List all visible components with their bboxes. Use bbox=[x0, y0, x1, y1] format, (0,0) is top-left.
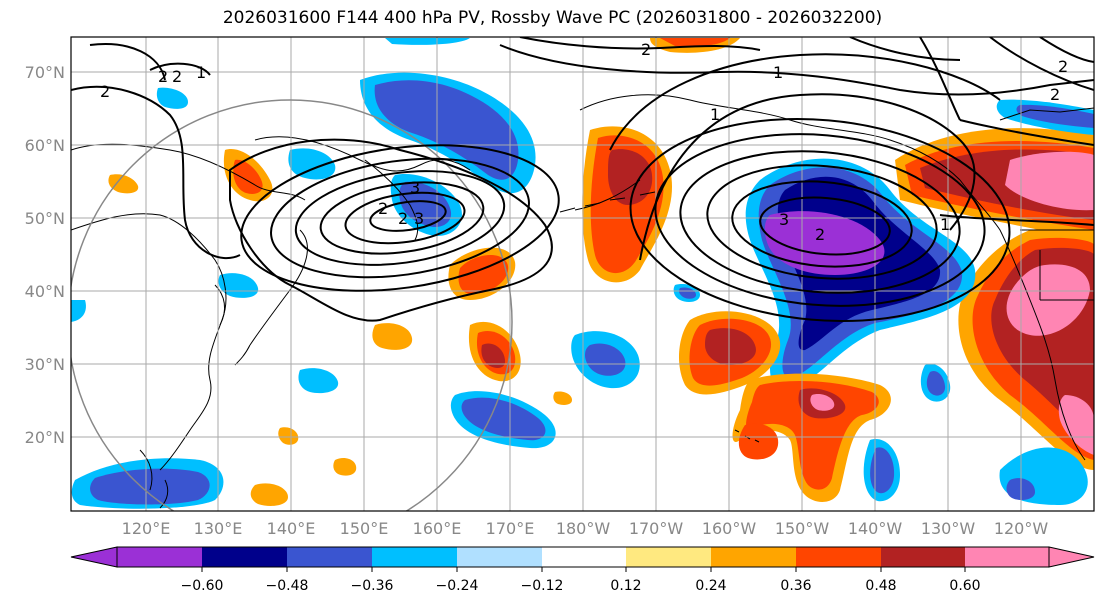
lat-label: 40°N bbox=[25, 282, 65, 301]
colorbar-segment bbox=[372, 547, 457, 567]
contour-label: 3 bbox=[410, 178, 420, 197]
contour-label: 2 bbox=[398, 209, 408, 228]
colorbar: −0.60 −0.48 −0.36 −0.24 −0.12 0.12 0.24 … bbox=[70, 546, 1095, 594]
colorbar-tick-label: −0.48 bbox=[266, 578, 309, 594]
gridlines bbox=[71, 37, 1094, 511]
lat-label: 70°N bbox=[25, 63, 65, 82]
colorbar-tick-label: 0.24 bbox=[695, 578, 726, 594]
pv-contours bbox=[71, 37, 1094, 322]
lon-label: 170°E bbox=[486, 519, 535, 538]
colorbar-segment bbox=[202, 547, 287, 567]
contour-label: 2 bbox=[815, 225, 825, 244]
contour-label: 1 bbox=[196, 63, 206, 82]
contour-label: 2 bbox=[378, 199, 388, 218]
map-title: 2026031600 F144 400 hPa PV, Rossby Wave … bbox=[222, 8, 883, 28]
lat-label: 20°N bbox=[25, 428, 65, 447]
lon-label: 120°E bbox=[122, 519, 171, 538]
lon-label: 130°E bbox=[194, 519, 243, 538]
lon-label: 120°W bbox=[994, 519, 1049, 538]
lon-label: 150°W bbox=[775, 519, 830, 538]
colorbar-segment bbox=[711, 547, 796, 567]
reference-circle bbox=[71, 99, 513, 511]
colorbar-tick-label: −0.12 bbox=[521, 578, 564, 594]
colorbar-segment bbox=[457, 547, 542, 567]
colorbar-tick-label: −0.24 bbox=[436, 578, 479, 594]
lon-label: 140°E bbox=[267, 519, 316, 538]
colorbar-tick-label: −0.36 bbox=[351, 578, 394, 594]
lon-label: 160°W bbox=[702, 519, 757, 538]
contour-label: 2 bbox=[158, 67, 168, 86]
colorbar-tick-label: 0.36 bbox=[780, 578, 811, 594]
contour-label: 1 bbox=[710, 105, 720, 124]
colorbar-segment bbox=[626, 547, 711, 567]
colorbar-segment bbox=[881, 547, 965, 567]
lon-label: 170°W bbox=[629, 519, 684, 538]
colorbar-tick-label: 0.48 bbox=[865, 578, 896, 594]
colorbar-tick-label: 0.60 bbox=[949, 578, 980, 594]
colorbar-segment bbox=[542, 547, 626, 567]
contour-labels: 2 2 2 1 2 1 1 3 2 3 2 2 3 1 2 2 bbox=[100, 40, 1068, 244]
lat-label: 60°N bbox=[25, 136, 65, 155]
latitude-labels: 70°N 60°N 50°N 40°N 30°N 20°N bbox=[25, 63, 65, 447]
longitude-labels: 120°E 130°E 140°E 150°E 160°E 170°E 180°… bbox=[122, 519, 1049, 538]
contour-label: 3 bbox=[779, 210, 789, 229]
colorbar-tick-label: 0.12 bbox=[610, 578, 641, 594]
contour-label: 3 bbox=[414, 209, 424, 228]
colorbar-extend-left bbox=[70, 546, 118, 568]
contour-label: 2 bbox=[1058, 57, 1068, 76]
lat-label: 50°N bbox=[25, 209, 65, 228]
lon-label: 150°E bbox=[340, 519, 389, 538]
contour-label: 2 bbox=[641, 40, 651, 59]
colorbar-segment bbox=[117, 547, 202, 567]
contour-label: 2 bbox=[1050, 85, 1060, 104]
lon-label: 180°W bbox=[556, 519, 611, 538]
contour-label: 2 bbox=[100, 82, 110, 101]
colorbar-tick-label: −0.60 bbox=[181, 578, 224, 594]
colorbar-segment bbox=[287, 547, 372, 567]
colorbar-segment bbox=[965, 547, 1049, 567]
lat-label: 30°N bbox=[25, 355, 65, 374]
lon-label: 140°W bbox=[848, 519, 903, 538]
map-area: 2 2 2 1 2 1 1 3 2 3 2 2 3 1 2 2 bbox=[71, 37, 1094, 511]
contour-label: 1 bbox=[940, 215, 950, 234]
lon-label: 160°E bbox=[413, 519, 462, 538]
contour-label: 1 bbox=[773, 63, 783, 82]
colorbar-segment bbox=[796, 547, 881, 567]
lon-label: 130°W bbox=[921, 519, 976, 538]
map-frame bbox=[70, 36, 1095, 512]
contour-label: 2 bbox=[172, 67, 182, 86]
colorbar-extend-right bbox=[1048, 546, 1095, 568]
